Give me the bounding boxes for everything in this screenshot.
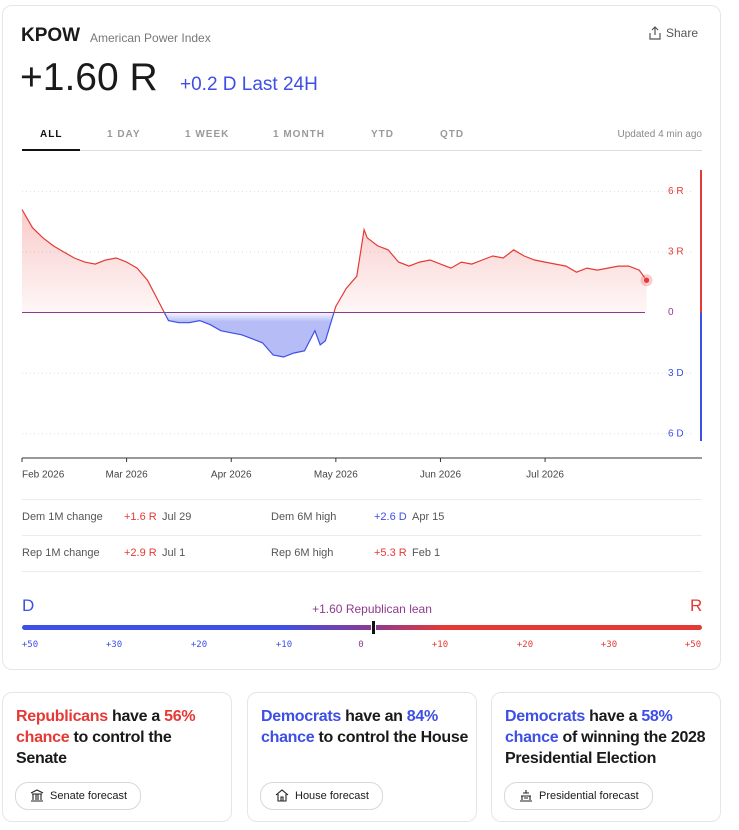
lean-scale-label: 0 bbox=[358, 640, 364, 650]
lean-scale-label: +30 bbox=[600, 640, 618, 650]
card-text: Republicans have a 56% chance to control… bbox=[16, 706, 224, 769]
lean-scale-label: +30 bbox=[105, 640, 123, 650]
text: have a bbox=[585, 708, 642, 725]
stat-value: +5.3 R bbox=[374, 547, 407, 559]
stat-value: +2.9 R bbox=[124, 547, 157, 559]
tab-rule bbox=[22, 150, 702, 151]
tab[interactable]: 1 MONTH bbox=[273, 129, 325, 140]
icon bbox=[520, 790, 532, 802]
button-label: Presidential forecast bbox=[539, 790, 639, 802]
stat-label: Rep 6M high bbox=[271, 547, 334, 559]
ticker: KPOW bbox=[21, 25, 81, 46]
current-point bbox=[643, 276, 650, 284]
index-name: American Power Index bbox=[90, 31, 211, 45]
card-text: Democrats have a 58% chance of winning t… bbox=[505, 706, 713, 769]
card-text: Democrats have an 84% chance to control … bbox=[261, 706, 469, 748]
stat-date: Jul 29 bbox=[162, 511, 192, 523]
stat-date: Jul 1 bbox=[162, 547, 186, 559]
stat-label: Rep 1M change bbox=[22, 547, 100, 559]
updated-note: Updated 4 min ago bbox=[617, 129, 702, 140]
lean-left: D bbox=[22, 596, 35, 615]
chance: 84% chance bbox=[261, 708, 438, 746]
forecast-card: Democrats have a 58% chance of winning t… bbox=[491, 692, 721, 822]
icon bbox=[275, 789, 289, 802]
text: have a bbox=[107, 708, 165, 725]
lean-scale-label: +10 bbox=[275, 640, 293, 650]
active-tab-underline bbox=[22, 149, 80, 151]
tab[interactable]: QTD bbox=[440, 129, 465, 140]
chance: 58% chance bbox=[505, 708, 673, 746]
tab[interactable]: 1 DAY bbox=[107, 129, 141, 140]
index-panel bbox=[2, 5, 721, 670]
tab[interactable]: ALL bbox=[40, 129, 63, 140]
y-tick-label: 6 D bbox=[668, 428, 684, 439]
x-tick-label: Jul 2026 bbox=[526, 470, 564, 481]
button-label: House forecast bbox=[295, 790, 369, 802]
x-tick-label: Feb 2026 bbox=[22, 470, 65, 481]
chance: 56% chance bbox=[16, 708, 196, 746]
text: of winning the 2028 Presidential Electio… bbox=[505, 729, 706, 767]
separator bbox=[22, 499, 702, 500]
party: Democrats bbox=[261, 708, 342, 725]
tab[interactable]: 1 WEEK bbox=[185, 129, 230, 140]
stat-label: Dem 1M change bbox=[22, 511, 103, 523]
tab[interactable]: YTD bbox=[371, 129, 394, 140]
chart: 6 R 3 R 0 3 D 6 D Feb 2026 Mar 2026 Apr 2026 May… bbox=[21, 170, 702, 481]
y-tick-label: 6 R bbox=[668, 186, 684, 197]
icon bbox=[30, 789, 44, 802]
index-value: +1.60 R bbox=[20, 56, 158, 99]
share-label: Share bbox=[666, 26, 699, 40]
x-tick-label: May 2026 bbox=[314, 470, 358, 481]
lean-scale-label: +10 bbox=[431, 640, 449, 650]
party: Republicans bbox=[16, 708, 108, 725]
text: to control the House bbox=[314, 729, 469, 746]
text: have an bbox=[341, 708, 407, 725]
lean-scale-label: +50 bbox=[684, 640, 702, 650]
forecast-card: Republicans have a 56% chance to control… bbox=[2, 692, 232, 822]
stat-label: Dem 6M high bbox=[271, 511, 337, 523]
separator bbox=[22, 571, 702, 572]
lean-bar bbox=[22, 625, 702, 630]
stat-value: +1.6 R bbox=[124, 511, 157, 523]
area bbox=[22, 209, 647, 357]
y-tick-label: 3 R bbox=[668, 247, 684, 258]
share-icon bbox=[649, 26, 661, 40]
button-label: Senate forecast bbox=[50, 790, 128, 802]
index-change: +0.2 D Last 24H bbox=[180, 74, 318, 95]
lean-label: +1.60 Republican lean bbox=[312, 602, 432, 616]
lean-scale-label: +20 bbox=[516, 640, 534, 650]
stat-date: Apr 15 bbox=[412, 511, 445, 523]
separator bbox=[22, 535, 702, 536]
forecast-button[interactable]: House forecast bbox=[260, 782, 383, 810]
x-tick-label: Jun 2026 bbox=[420, 470, 462, 481]
forecast-button[interactable]: Senate forecast bbox=[15, 782, 142, 810]
stat-value: +2.6 D bbox=[374, 511, 407, 523]
text: to control the Senate bbox=[16, 729, 172, 767]
party: Democrats bbox=[505, 708, 586, 725]
forecast-button[interactable]: Presidential forecast bbox=[504, 782, 653, 810]
lean-scale-label: +50 bbox=[21, 640, 39, 650]
y-tick-label: 3 D bbox=[668, 368, 684, 379]
stat-date: Feb 1 bbox=[412, 547, 441, 559]
forecast-card: Democrats have an 84% chance to control … bbox=[247, 692, 477, 822]
line bbox=[21, 209, 648, 358]
x-tick-label: Apr 2026 bbox=[211, 470, 252, 481]
x-tick-label: Mar 2026 bbox=[105, 470, 148, 481]
lean-scale-label: +20 bbox=[190, 640, 208, 650]
y-tick-label: 0 bbox=[668, 307, 674, 318]
share-button[interactable]: Share bbox=[648, 26, 698, 40]
lean-right: R bbox=[690, 596, 703, 615]
lean-indicator bbox=[371, 620, 376, 635]
